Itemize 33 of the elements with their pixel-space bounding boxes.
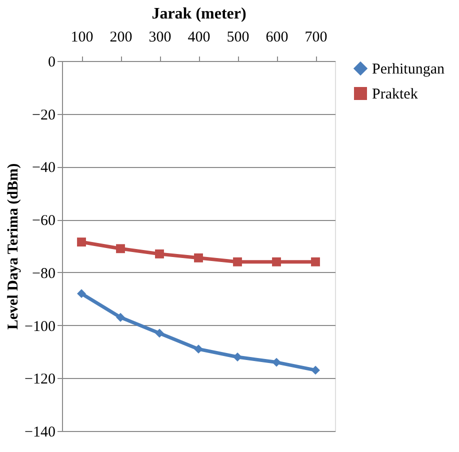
x-tick-label: 600	[266, 30, 288, 46]
point	[155, 328, 164, 338]
x-tick-label: 500	[226, 30, 250, 46]
point	[311, 257, 320, 266]
y-tick-label: −100	[24, 318, 56, 335]
point	[116, 244, 125, 254]
point	[194, 253, 203, 262]
point	[272, 257, 281, 266]
point	[233, 352, 242, 362]
point	[116, 312, 125, 322]
x-axis-title: Jarak (meter)	[152, 6, 246, 22]
x-tick-label: 700	[304, 30, 328, 46]
point	[311, 366, 320, 375]
y-tick-label: −60	[32, 213, 56, 230]
point	[77, 238, 86, 247]
y-tick-label: 0	[48, 54, 56, 70]
y-axis-title: Level Daya Terima (dBm)	[6, 163, 22, 330]
point	[233, 257, 242, 266]
legend-label: Perhitungan	[372, 62, 445, 78]
y-tick-label: −140	[24, 424, 56, 440]
y-tick-label: −40	[32, 160, 56, 176]
point	[272, 358, 281, 367]
x-tick-label: 200	[110, 30, 132, 46]
point	[155, 249, 164, 258]
y-tick-label: −120	[24, 372, 56, 388]
legend-label: Praktek	[372, 86, 418, 102]
y-tick-label: −20	[32, 107, 56, 124]
x-tick-label: 400	[188, 30, 210, 46]
point	[77, 289, 86, 298]
x-tick-label: 300	[148, 30, 172, 46]
x-tick-label: 100	[70, 30, 94, 46]
y-tick-label: −80	[32, 266, 56, 282]
point	[194, 344, 203, 354]
